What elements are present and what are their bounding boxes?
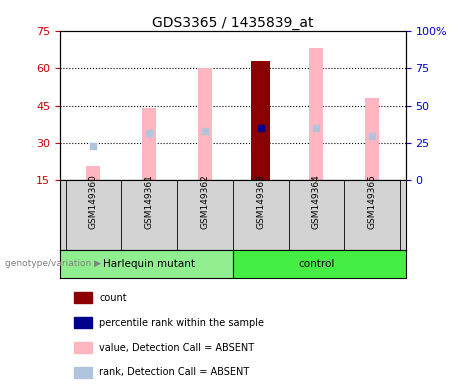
Text: value, Detection Call = ABSENT: value, Detection Call = ABSENT [99,343,254,353]
Text: percentile rank within the sample: percentile rank within the sample [99,318,264,328]
Bar [198,68,212,180]
Bar [86,166,100,180]
Bar [233,250,406,278]
Text: Harlequin mutant: Harlequin mutant [103,259,195,269]
Bar [142,108,156,180]
Text: rank, Detection Call = ABSENT: rank, Detection Call = ABSENT [99,367,249,377]
Bar [365,98,379,180]
Bar [251,61,271,180]
Title: GDS3365 / 1435839_at: GDS3365 / 1435839_at [152,16,313,30]
Text: control: control [298,259,335,269]
Text: genotype/variation ▶: genotype/variation ▶ [5,260,100,268]
Bar [309,48,324,180]
Bar [60,250,233,278]
Text: count: count [99,293,127,303]
